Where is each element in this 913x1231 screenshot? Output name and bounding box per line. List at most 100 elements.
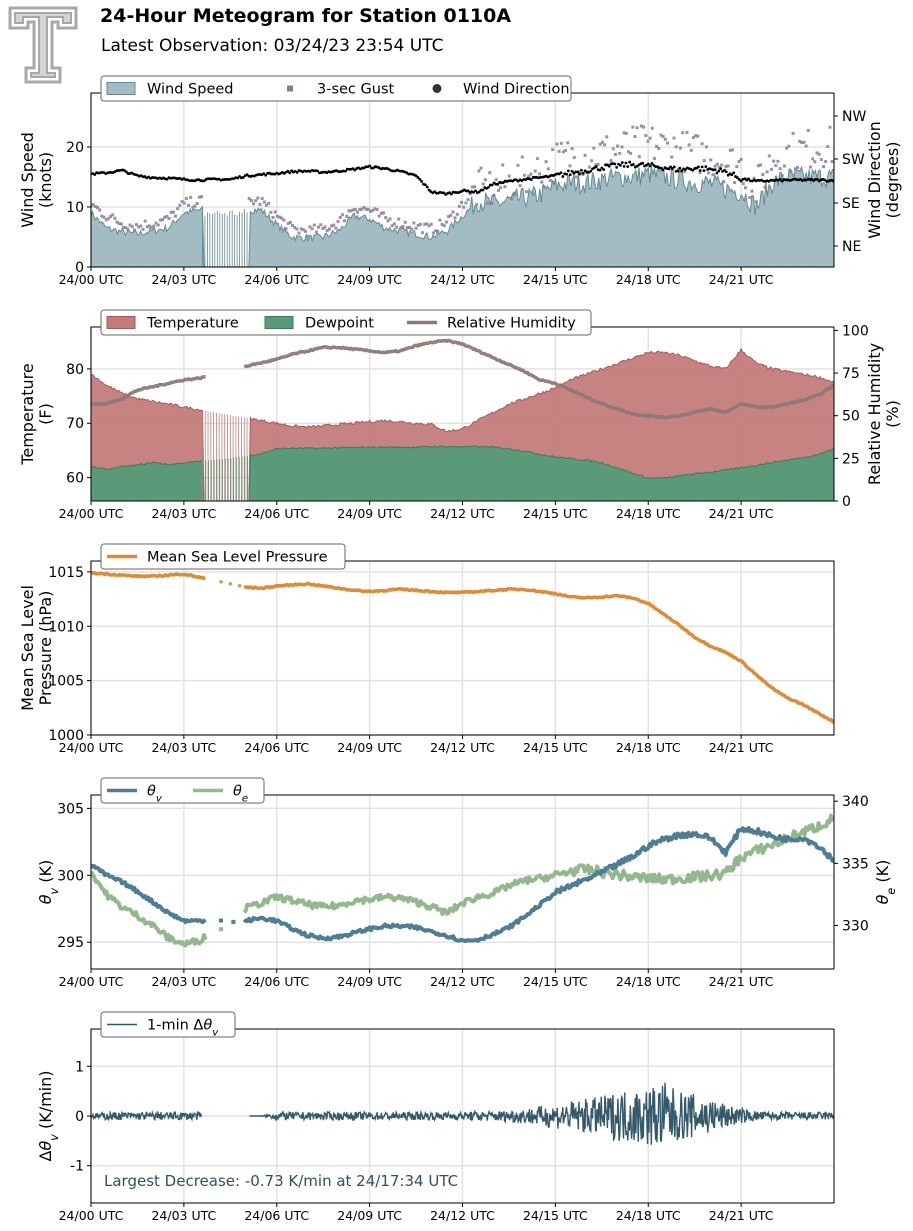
page-subtitle: Latest Observation: 03/24/23 23:54 UTC bbox=[101, 36, 444, 56]
direction-point bbox=[730, 173, 734, 177]
plot-area bbox=[91, 124, 834, 267]
gust-point bbox=[754, 200, 758, 204]
gust-point bbox=[200, 195, 204, 199]
gust-point bbox=[722, 180, 726, 184]
legend: 1-min Δθv bbox=[100, 1011, 236, 1038]
legend: Temperature Dewpoint Relative Humidity bbox=[100, 309, 592, 336]
gust-point bbox=[126, 227, 130, 231]
gust-point bbox=[382, 211, 386, 215]
gust-point bbox=[514, 192, 518, 196]
y-tick-label: 1010 bbox=[48, 619, 84, 635]
gust-point bbox=[813, 160, 817, 164]
direction-point bbox=[691, 168, 695, 172]
y-axis-label-line: Mean Sea Level bbox=[18, 585, 37, 711]
gust-point bbox=[644, 134, 648, 138]
x-tick-label: 24/21 UTC bbox=[709, 1208, 774, 1223]
gust-point bbox=[119, 222, 123, 226]
y2-tick-label: SW bbox=[842, 152, 865, 168]
gust-point bbox=[687, 143, 691, 147]
direction-point bbox=[578, 172, 581, 176]
gust-point bbox=[815, 151, 819, 155]
gust-point bbox=[633, 135, 637, 139]
direction-point bbox=[602, 168, 606, 171]
pressure-point bbox=[219, 580, 223, 584]
direction-point bbox=[316, 169, 320, 173]
gust-point bbox=[91, 203, 95, 207]
gust-point bbox=[269, 210, 273, 214]
gust-point bbox=[375, 208, 379, 212]
gust-point bbox=[730, 148, 734, 152]
y-axis-label: Wind Speed(knots) bbox=[18, 132, 55, 227]
y2-axis-label-line: Wind Direction bbox=[865, 121, 884, 239]
x-tick-label: 24/00 UTC bbox=[59, 272, 124, 287]
direction-point bbox=[676, 169, 680, 173]
gust-point bbox=[507, 174, 511, 178]
gust-point bbox=[460, 200, 464, 204]
gust-point bbox=[442, 224, 446, 228]
gust-point bbox=[551, 148, 555, 152]
direction-point bbox=[615, 165, 619, 169]
gust-point bbox=[535, 157, 539, 161]
gust-point bbox=[483, 178, 487, 182]
gust-point bbox=[100, 214, 104, 218]
direction-point bbox=[264, 173, 268, 177]
y2-tick-label: 100 bbox=[842, 323, 869, 339]
direction-point bbox=[496, 182, 500, 186]
direction-point bbox=[241, 175, 245, 179]
gust-point bbox=[665, 141, 669, 145]
gust-point bbox=[780, 174, 784, 178]
gust-point bbox=[635, 126, 639, 130]
gust-point bbox=[785, 146, 789, 150]
gust-point bbox=[711, 173, 715, 177]
gust-point bbox=[611, 147, 615, 151]
gust-point bbox=[306, 234, 310, 238]
gust-point bbox=[386, 219, 390, 223]
gust-point bbox=[247, 197, 251, 201]
x-tick-label: 24/12 UTC bbox=[430, 974, 495, 989]
direction-point bbox=[719, 167, 723, 171]
direction-point bbox=[423, 183, 427, 187]
gust-point bbox=[663, 137, 667, 141]
direction-point bbox=[624, 161, 628, 165]
legend-box bbox=[100, 309, 592, 336]
gust-point bbox=[609, 159, 613, 163]
gust-point bbox=[728, 148, 732, 152]
gust-point bbox=[546, 167, 550, 171]
gust-point bbox=[774, 164, 778, 168]
gust-point bbox=[761, 173, 765, 177]
x-tick-label: 24/15 UTC bbox=[523, 974, 588, 989]
direction-point bbox=[659, 166, 663, 170]
x-tick-label: 24/00 UTC bbox=[59, 740, 124, 755]
gust-point bbox=[464, 201, 468, 205]
gust-point bbox=[347, 209, 351, 213]
gust-point bbox=[163, 215, 167, 219]
gust-point bbox=[174, 214, 178, 218]
delta-theta-line bbox=[91, 1109, 203, 1122]
gust-point bbox=[447, 215, 451, 219]
gust-point bbox=[540, 180, 544, 184]
gust-point bbox=[388, 217, 392, 221]
gust-point bbox=[187, 203, 191, 207]
gust-point bbox=[821, 165, 825, 169]
direction-point bbox=[561, 175, 565, 178]
gust-point bbox=[332, 223, 336, 227]
pressure-line bbox=[91, 570, 206, 581]
direction-point bbox=[570, 169, 574, 173]
gust-point bbox=[304, 229, 308, 233]
gust-point bbox=[518, 184, 522, 188]
direction-point bbox=[449, 192, 453, 196]
gust-point bbox=[811, 157, 815, 161]
gust-point bbox=[481, 182, 485, 186]
gust-point bbox=[345, 214, 349, 218]
gust-point bbox=[167, 216, 171, 220]
pressure-line bbox=[243, 581, 834, 724]
gust-point bbox=[767, 154, 771, 158]
direction-point bbox=[815, 177, 819, 181]
gust-point bbox=[143, 219, 147, 223]
gust-point bbox=[176, 207, 180, 211]
legend-box bbox=[100, 1011, 236, 1038]
direction-point bbox=[418, 177, 422, 181]
gust-point bbox=[772, 159, 776, 163]
gust-point bbox=[466, 198, 470, 202]
gust-point bbox=[286, 222, 290, 226]
